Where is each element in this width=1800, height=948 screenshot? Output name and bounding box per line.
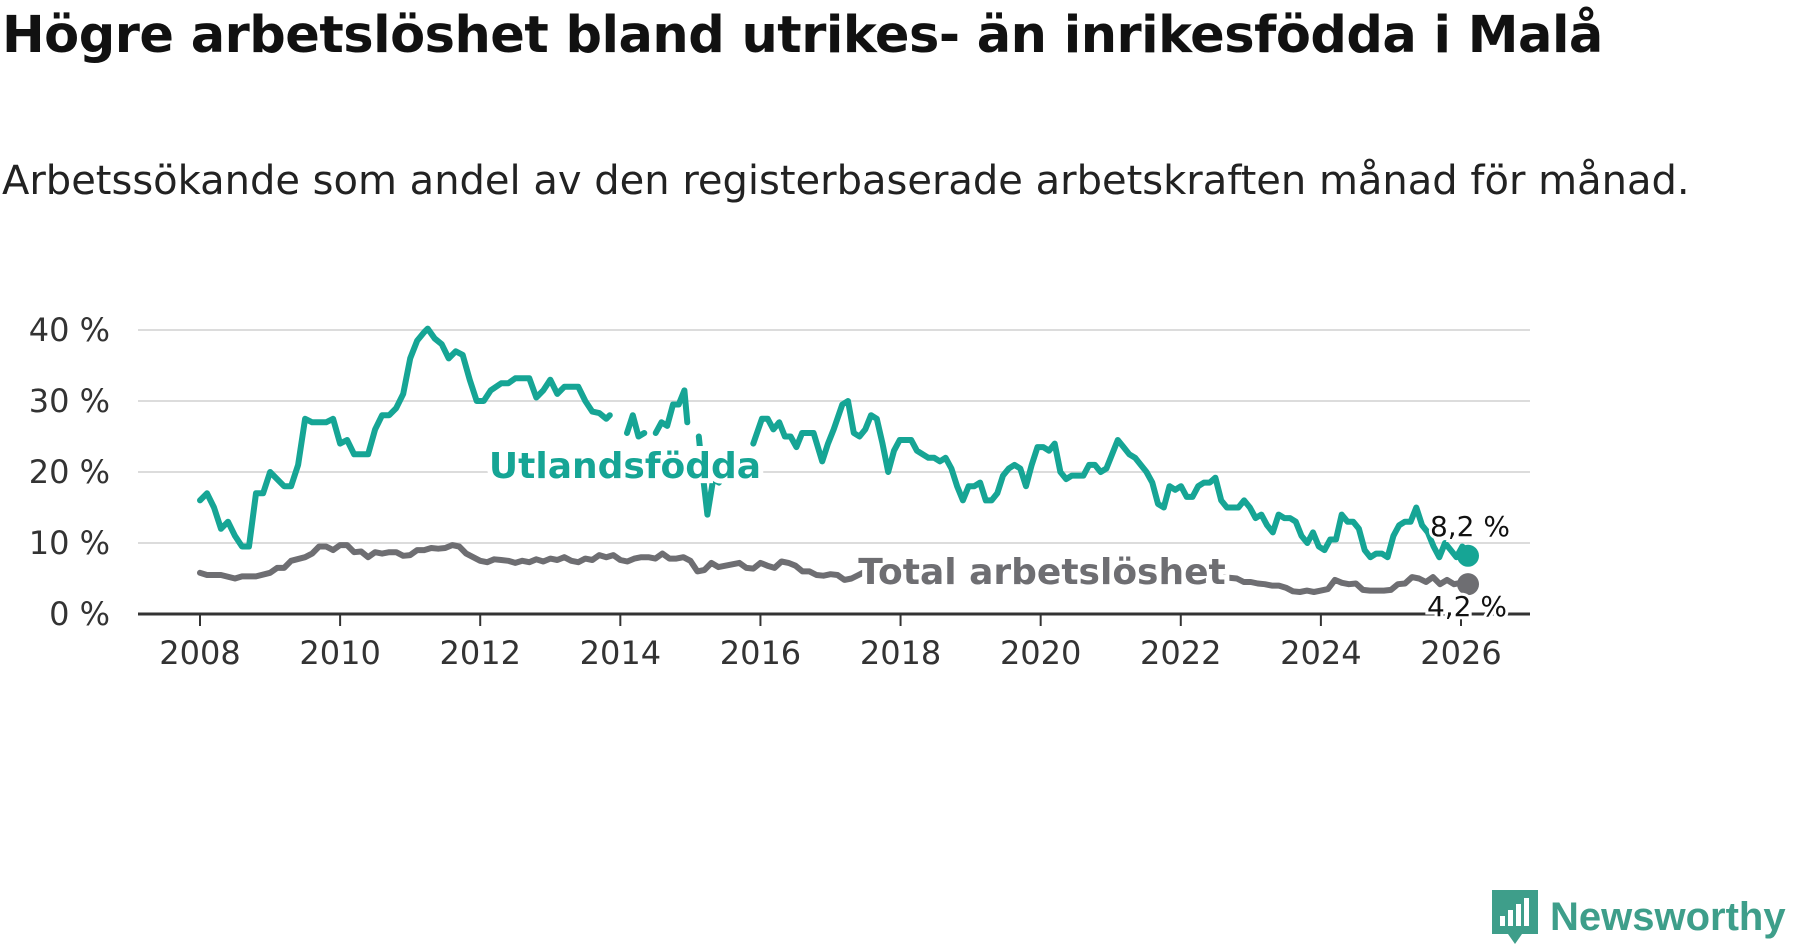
series-foreign: [197, 325, 1480, 567]
x-tick-label: 2014: [580, 634, 661, 672]
series-line-foreign: [624, 412, 648, 440]
x-tick-label: 2016: [720, 634, 801, 672]
end-value-label: 8,2 %: [1430, 510, 1510, 543]
x-tick-label: 2024: [1280, 634, 1361, 672]
y-tick-label: 10 %: [29, 524, 110, 562]
x-tick-label: 2022: [1140, 634, 1221, 672]
chart-title: Högre arbetslöshet bland utrikes- än inr…: [2, 6, 1603, 65]
y-tick-label: 20 %: [29, 453, 110, 491]
series-line-foreign: [750, 398, 1471, 561]
label-layer: 8,2 % 4,2 % Utlandsfödda Total arbetslöshet: [484, 441, 1513, 626]
y-axis: 0 % 10 % 20 % 30 % 40 %: [29, 311, 110, 633]
x-tick-label: 2010: [299, 634, 380, 672]
series-line-foreign: [652, 387, 691, 436]
y-tick-label: 40 %: [29, 311, 110, 349]
end-point-foreign: [1457, 544, 1480, 567]
x-axis: 2008 2010 2012 2014 2016 2018 2020 2022 2024 2026: [138, 612, 1530, 672]
series-label-utlandsfodda: Utlandsfödda: [489, 446, 761, 487]
series-line-total: [197, 542, 925, 583]
grid: [138, 329, 1530, 544]
x-tick-label: 2018: [860, 634, 941, 672]
x-tick-label: 2020: [1000, 634, 1081, 672]
series-line-total: [1219, 574, 1471, 595]
series-line-foreign: [695, 433, 734, 518]
end-point-total: [1457, 573, 1480, 596]
brand-logo[interactable]: Newsworthy: [1490, 888, 1786, 946]
bar-chart-icon: [1492, 890, 1538, 944]
chart-subtitle: Arbetssökande som andel av den registerb…: [2, 158, 1690, 204]
series-layer: [197, 325, 1480, 596]
series-total: [197, 542, 1480, 596]
x-tick-label: 2008: [159, 634, 240, 672]
y-tick-label: 0 %: [49, 595, 110, 633]
x-tick-label: 2012: [440, 634, 521, 672]
y-tick-label: 30 %: [29, 382, 110, 420]
end-value-label: 4,2 %: [1427, 590, 1507, 623]
series-label-total: Total arbetslöshet: [858, 552, 1226, 593]
x-tick-label: 2026: [1420, 634, 1501, 672]
series-line-foreign: [197, 325, 613, 550]
brand-name: Newsworthy: [1550, 894, 1786, 939]
